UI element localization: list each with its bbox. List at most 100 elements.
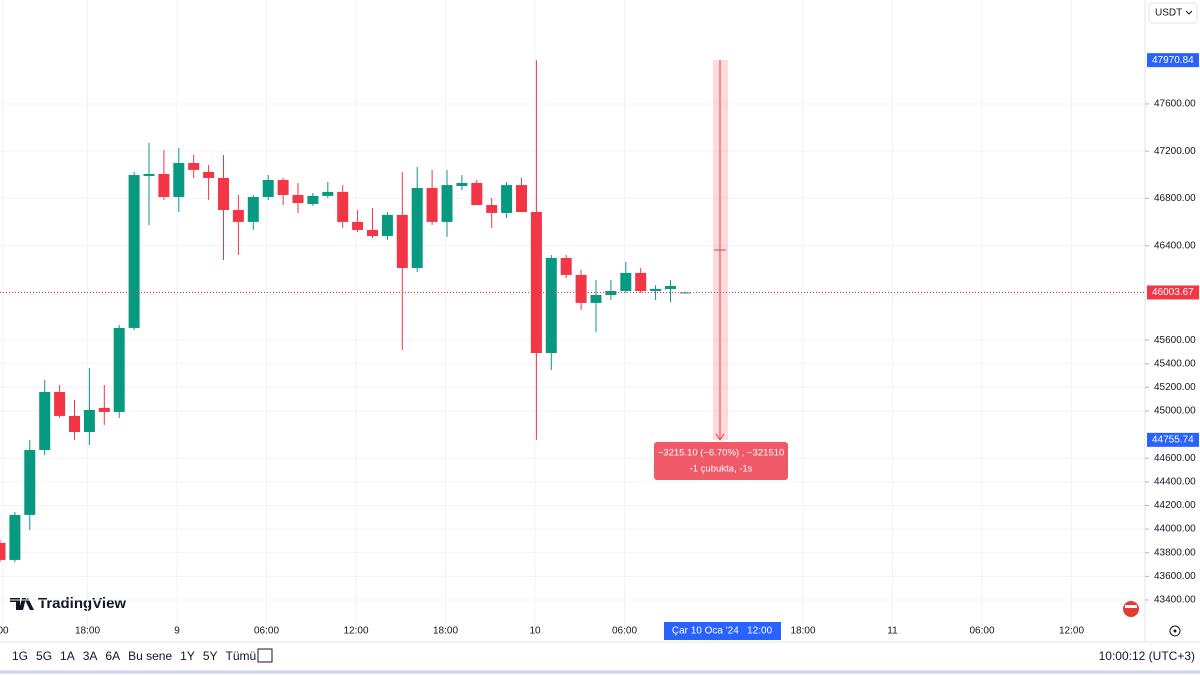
y-tick-label: 43800.00	[1154, 547, 1196, 558]
candle-body	[590, 295, 602, 303]
x-tick-label: 06:00	[254, 626, 279, 637]
candle-body	[516, 185, 527, 212]
candle-body	[620, 272, 632, 292]
settings-icon[interactable]	[1169, 625, 1181, 637]
measure-high-tag: 47970.84	[1152, 55, 1194, 66]
currency-text[interactable]: USDT	[1155, 8, 1182, 19]
candle-body	[307, 195, 319, 204]
x-tick-label: 10	[529, 626, 541, 637]
clock: 10:00:12 (UTC+3)	[1099, 649, 1195, 663]
crosshair-time: Çar 10 Oca '24 12:00	[672, 626, 773, 637]
x-tick-label: 18:00	[75, 626, 100, 637]
candle-body	[381, 214, 393, 236]
candle-body	[158, 173, 170, 197]
candle-body	[471, 182, 483, 206]
candle-body	[367, 229, 378, 236]
range-button[interactable]: Bu sene	[128, 649, 172, 663]
currency-box[interactable]	[1148, 2, 1198, 24]
y-tick-label: 47200.00	[1154, 146, 1196, 157]
candle-body	[277, 179, 289, 195]
crosshair-time-box	[664, 622, 781, 640]
candle-body	[83, 409, 95, 433]
candle-body	[337, 191, 349, 222]
candle-body	[218, 177, 229, 210]
x-tick-label: 06:00	[969, 626, 994, 637]
measure-high-tag-box	[1147, 53, 1199, 68]
candle-body	[247, 196, 259, 222]
flag-stripe	[1125, 605, 1137, 608]
candle-body	[605, 291, 617, 296]
y-tick-label: 46400.00	[1154, 240, 1196, 251]
candle-body	[292, 194, 304, 204]
range-button[interactable]: 5G	[36, 649, 52, 663]
candle-body	[262, 179, 274, 197]
candle-body	[143, 173, 155, 176]
range-button[interactable]: Tümü	[226, 649, 257, 663]
calendar-icon[interactable]	[257, 648, 273, 663]
chevron	[1185, 10, 1193, 15]
x-tick-label: 9	[174, 626, 180, 637]
candle-body	[501, 185, 513, 213]
gear[interactable]	[1169, 625, 1181, 637]
measure-box	[654, 442, 788, 480]
candle-body	[456, 182, 468, 187]
range-button[interactable]: 6A	[105, 649, 120, 663]
candle-body	[9, 514, 21, 560]
x-tick-label: 18:00	[433, 626, 458, 637]
y-tick-label: 43400.00	[1154, 595, 1196, 606]
logo-text: TradingView	[38, 595, 126, 612]
measure-line1: −3215.10 (−6.70%) , −321510	[658, 448, 785, 459]
y-tick-label: 45200.00	[1154, 382, 1196, 393]
last-price-tag-box	[1147, 285, 1199, 300]
range-button[interactable]: 3A	[83, 649, 98, 663]
candle-body	[575, 274, 587, 303]
y-tick-label: 45400.00	[1154, 358, 1196, 369]
candle-body	[0, 542, 6, 560]
candle-body	[635, 272, 647, 292]
candle-body	[322, 191, 334, 196]
y-tick-label: 45600.00	[1154, 335, 1196, 346]
logo: TradingView	[10, 595, 126, 612]
range-button[interactable]: 1Y	[180, 649, 195, 663]
range-button[interactable]: 5Y	[203, 649, 218, 663]
flag-icon[interactable]	[1123, 601, 1139, 617]
range-button[interactable]: 1G	[12, 649, 28, 663]
y-tick-label: 44200.00	[1154, 500, 1196, 511]
flag-circle[interactable]	[1123, 601, 1139, 617]
last-price-tag: 46003.67	[1152, 287, 1194, 298]
measure-low-tag-box	[1147, 432, 1199, 447]
gear-hub	[1173, 629, 1177, 633]
x-tick-label: 11	[887, 626, 898, 637]
x-tick-label: 06:00	[612, 626, 637, 637]
measure-low-tag: 44755.74	[1152, 434, 1194, 445]
y-tick-label: 47600.00	[1154, 99, 1196, 110]
candle-body	[128, 175, 140, 328]
candle-body	[486, 205, 498, 213]
y-tick-label: 44600.00	[1154, 453, 1196, 464]
y-tick-label: 45000.00	[1154, 406, 1196, 417]
candle-body	[545, 257, 557, 354]
candle-body	[232, 209, 244, 222]
candle-body	[560, 257, 572, 275]
candle-body	[54, 391, 66, 416]
candle-body	[69, 415, 80, 433]
x-tick-label: 12:00	[1059, 626, 1084, 637]
y-tick-label: 44400.00	[1154, 477, 1196, 488]
candle-body	[352, 221, 364, 230]
candle-body	[665, 285, 676, 289]
x-tick-label: 12:00	[343, 626, 368, 637]
candle-body	[39, 391, 51, 450]
candle-body	[650, 288, 662, 292]
candle-body	[203, 171, 215, 178]
candle-body	[411, 188, 423, 268]
x-tick-label: 18:00	[790, 626, 815, 637]
range-button[interactable]: 1A	[60, 649, 75, 663]
measure-line2: -1 çubukta, -1s	[690, 464, 753, 475]
currency-select[interactable]: USDT	[1148, 2, 1198, 24]
candle-body	[530, 211, 542, 354]
candle-body	[679, 292, 691, 294]
y-tick-label: 43600.00	[1154, 571, 1196, 582]
measure-arrow-head	[715, 433, 725, 441]
